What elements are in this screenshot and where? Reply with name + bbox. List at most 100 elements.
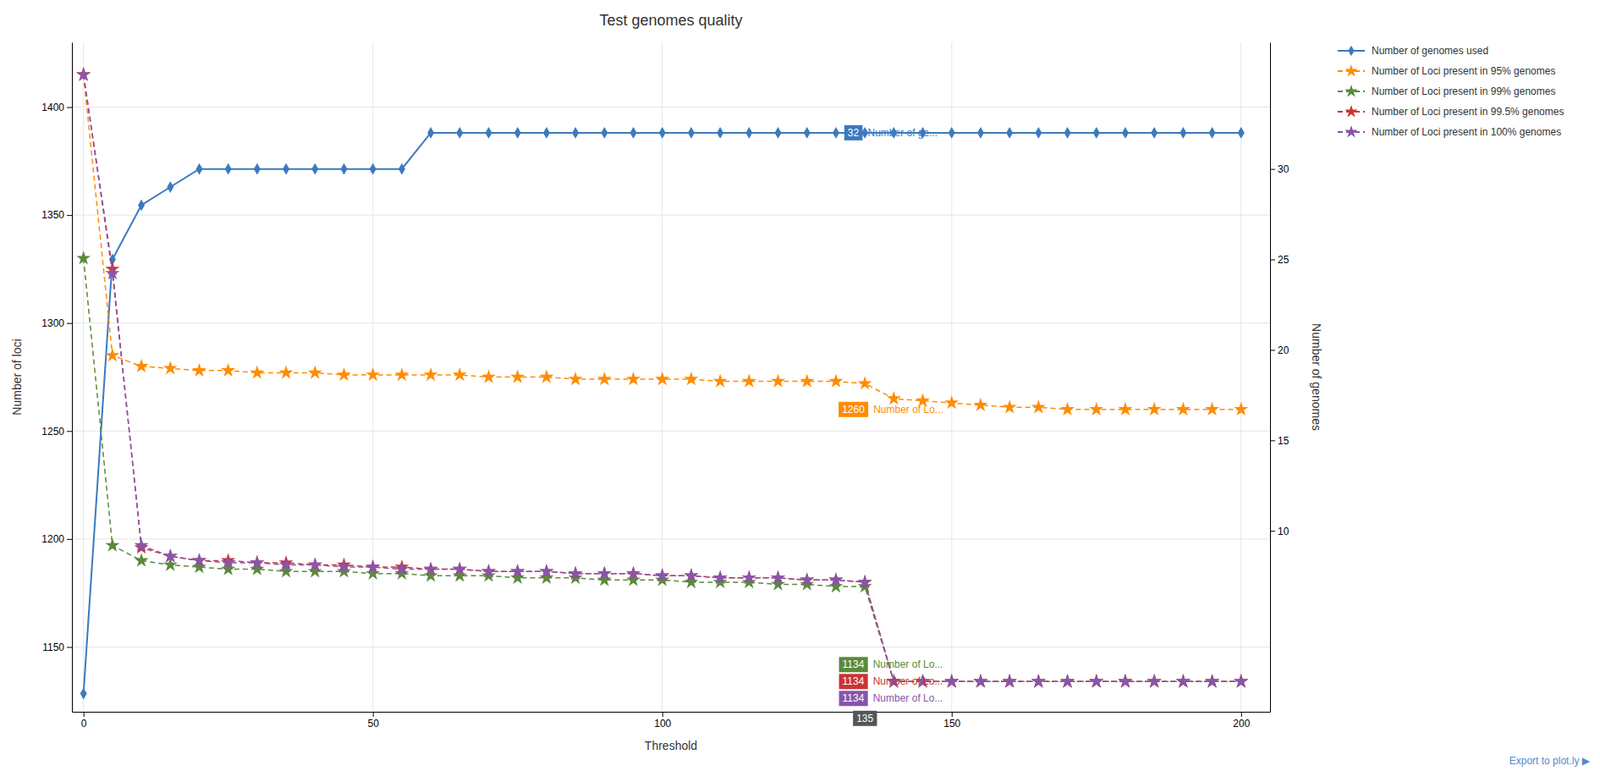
tick: 25 <box>1270 253 1290 266</box>
tick: 1400 <box>41 101 72 114</box>
tick-mark <box>66 214 72 216</box>
annotation-box <box>844 125 864 141</box>
marker <box>597 566 612 580</box>
marker <box>104 347 120 362</box>
marker <box>249 555 264 569</box>
line <box>83 132 1242 694</box>
tick-label: 0 <box>81 717 88 730</box>
legend-label: Number of Loci present in 99.5% genomes <box>1371 105 1564 118</box>
marker <box>80 687 88 700</box>
marker <box>1117 673 1133 688</box>
marker <box>485 126 493 139</box>
marker <box>857 375 873 390</box>
series <box>76 250 1249 688</box>
marker <box>1064 126 1072 139</box>
annotations: 32Number of ge...1260Number of Lo...1134… <box>838 125 944 726</box>
marker <box>1031 673 1046 688</box>
marker <box>1060 673 1075 688</box>
marker <box>510 563 525 578</box>
marker <box>76 66 91 81</box>
marker <box>626 371 641 385</box>
tick-mark <box>66 107 72 109</box>
grid-line <box>71 538 1271 539</box>
tick: 1200 <box>41 533 72 545</box>
marker <box>394 561 409 576</box>
grid-line <box>71 106 1271 108</box>
marker <box>775 126 782 139</box>
tick: 150 <box>943 711 961 730</box>
marker <box>104 538 120 552</box>
marker <box>249 555 264 569</box>
annotation-text: Number of Lo... <box>873 675 944 688</box>
tick-mark <box>1241 711 1243 717</box>
tick: 1150 <box>42 641 72 654</box>
marker <box>742 373 757 388</box>
marker <box>571 126 579 139</box>
marker <box>336 367 352 381</box>
marker <box>279 364 294 379</box>
marker <box>134 552 149 567</box>
marker <box>745 126 753 139</box>
tick: 30 <box>1270 163 1290 176</box>
tick: 200 <box>1232 711 1250 730</box>
marker <box>742 570 757 584</box>
legend-marker <box>1344 64 1358 77</box>
marker <box>1031 399 1046 413</box>
marker <box>452 367 468 381</box>
chart: 0501001502001150120012501300135014001015… <box>0 0 1600 771</box>
legend-marker <box>1344 84 1358 97</box>
marker <box>828 571 843 586</box>
marker <box>1233 401 1249 416</box>
annotation: 32 <box>844 125 864 141</box>
y2-axis-title: Number of genomes <box>1309 323 1324 431</box>
tick-label: 15 <box>1277 434 1290 447</box>
series <box>80 126 1245 700</box>
annotation: 1134 <box>839 656 869 672</box>
marker <box>104 265 120 280</box>
marker <box>770 373 786 388</box>
marker <box>1233 673 1249 688</box>
marker <box>654 371 670 385</box>
marker <box>369 163 377 176</box>
tick-label: 100 <box>654 717 671 730</box>
tick-mark <box>951 711 953 717</box>
series <box>76 66 1249 688</box>
tick-label: 25 <box>1277 253 1290 266</box>
grid-line <box>951 42 952 712</box>
grid-line <box>71 322 1271 324</box>
marker <box>452 561 468 576</box>
marker <box>568 566 583 580</box>
marker <box>1147 673 1162 688</box>
marker <box>192 552 207 567</box>
tick-label: 1200 <box>41 533 65 545</box>
marker <box>538 563 554 578</box>
marker <box>427 126 435 139</box>
marker <box>600 126 608 139</box>
marker <box>134 358 149 373</box>
marker <box>1117 673 1133 688</box>
tick-mark <box>1270 439 1276 441</box>
tick-mark <box>66 646 72 648</box>
marker <box>365 367 380 381</box>
marker <box>1117 401 1133 416</box>
legend-label: Number of Loci present in 100% genomes <box>1371 126 1562 138</box>
marker <box>1088 673 1104 688</box>
marker <box>1088 673 1104 688</box>
marker <box>423 561 439 576</box>
legend-item: Number of Loci present in 99.5% genomes <box>1337 104 1564 118</box>
marker <box>398 163 406 176</box>
marker <box>799 373 814 388</box>
marker <box>597 371 612 385</box>
tick-mark <box>1270 530 1276 532</box>
x-axis: 050100150200 <box>72 711 1271 730</box>
legend-marker <box>1344 125 1358 138</box>
marker <box>683 371 699 385</box>
tick-label: 10 <box>1277 525 1290 538</box>
y-axis-title: Number of loci <box>10 338 24 415</box>
marker <box>1060 673 1075 688</box>
annotation-value: 1134 <box>842 658 865 671</box>
tick: 1350 <box>41 208 72 221</box>
marker <box>828 571 843 586</box>
marker <box>137 199 145 212</box>
legend: Number of genomes usedNumber of Loci pre… <box>1337 44 1564 138</box>
